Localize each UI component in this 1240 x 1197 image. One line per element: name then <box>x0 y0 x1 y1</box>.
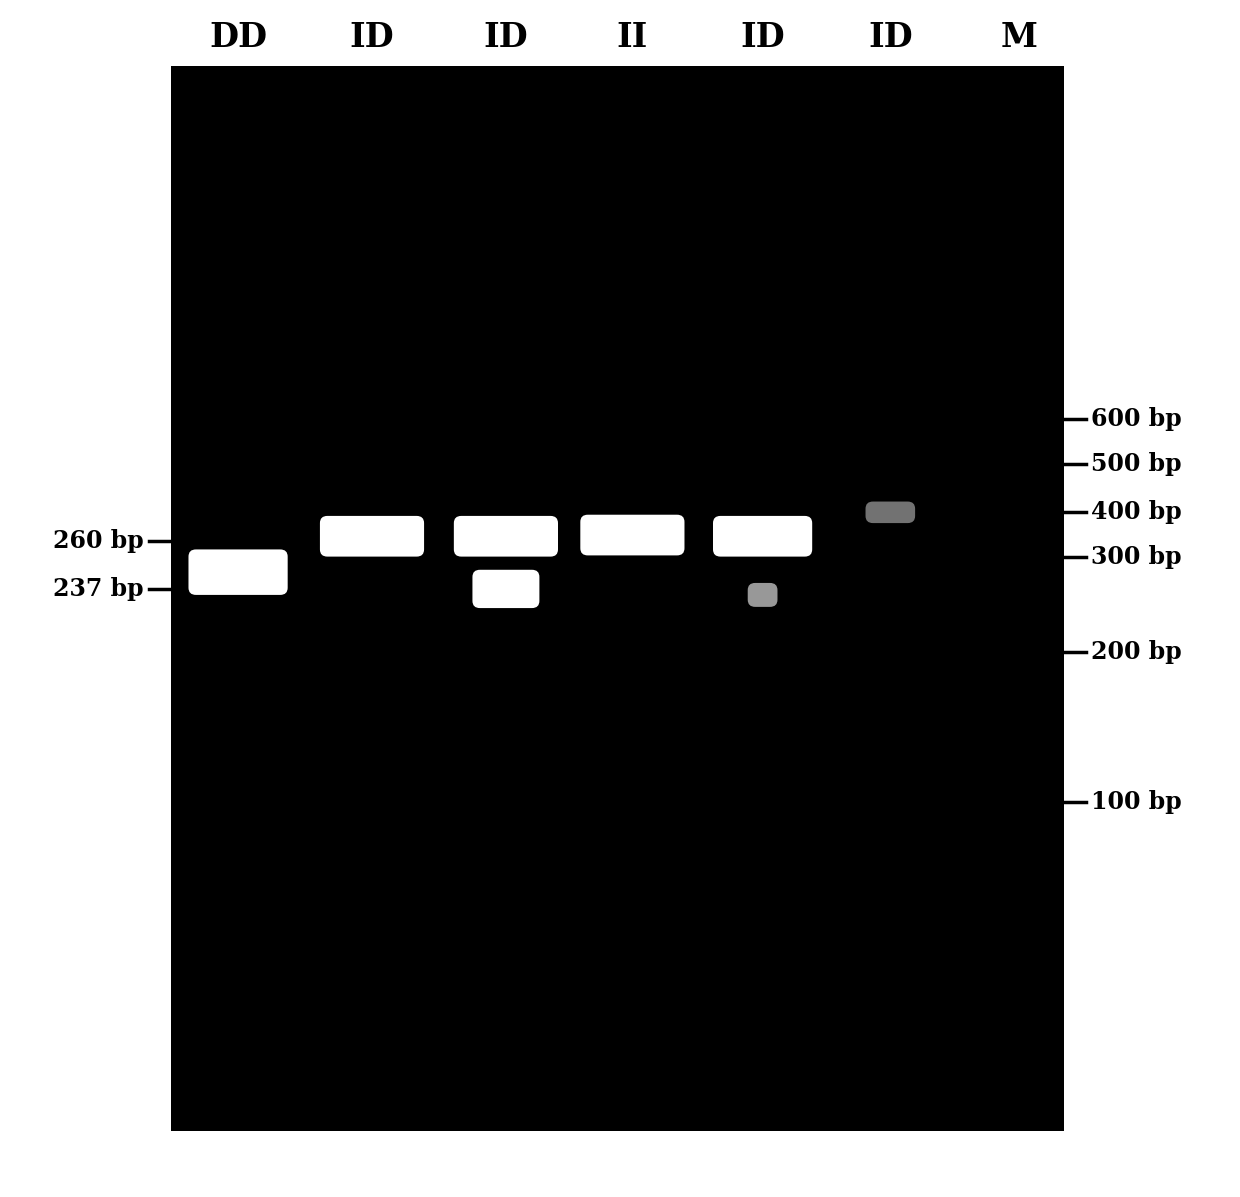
Text: DD: DD <box>210 20 267 54</box>
Text: 260 bp: 260 bp <box>53 529 144 553</box>
Text: ID: ID <box>484 20 528 54</box>
Text: 100 bp: 100 bp <box>1091 790 1182 814</box>
Bar <box>171 66 1064 1131</box>
Text: 400 bp: 400 bp <box>1091 500 1182 524</box>
FancyBboxPatch shape <box>188 549 288 595</box>
FancyBboxPatch shape <box>748 583 777 607</box>
Text: II: II <box>616 20 649 54</box>
Text: 500 bp: 500 bp <box>1091 452 1182 476</box>
FancyBboxPatch shape <box>472 570 539 608</box>
FancyBboxPatch shape <box>713 516 812 557</box>
Text: 200 bp: 200 bp <box>1091 640 1182 664</box>
FancyBboxPatch shape <box>580 515 684 555</box>
FancyBboxPatch shape <box>866 502 915 523</box>
Text: 300 bp: 300 bp <box>1091 545 1182 569</box>
Text: 600 bp: 600 bp <box>1091 407 1182 431</box>
Text: M: M <box>1001 20 1038 54</box>
Text: ID: ID <box>740 20 785 54</box>
FancyBboxPatch shape <box>454 516 558 557</box>
FancyBboxPatch shape <box>320 516 424 557</box>
Text: 237 bp: 237 bp <box>53 577 144 601</box>
Text: ID: ID <box>350 20 394 54</box>
Text: ID: ID <box>868 20 913 54</box>
